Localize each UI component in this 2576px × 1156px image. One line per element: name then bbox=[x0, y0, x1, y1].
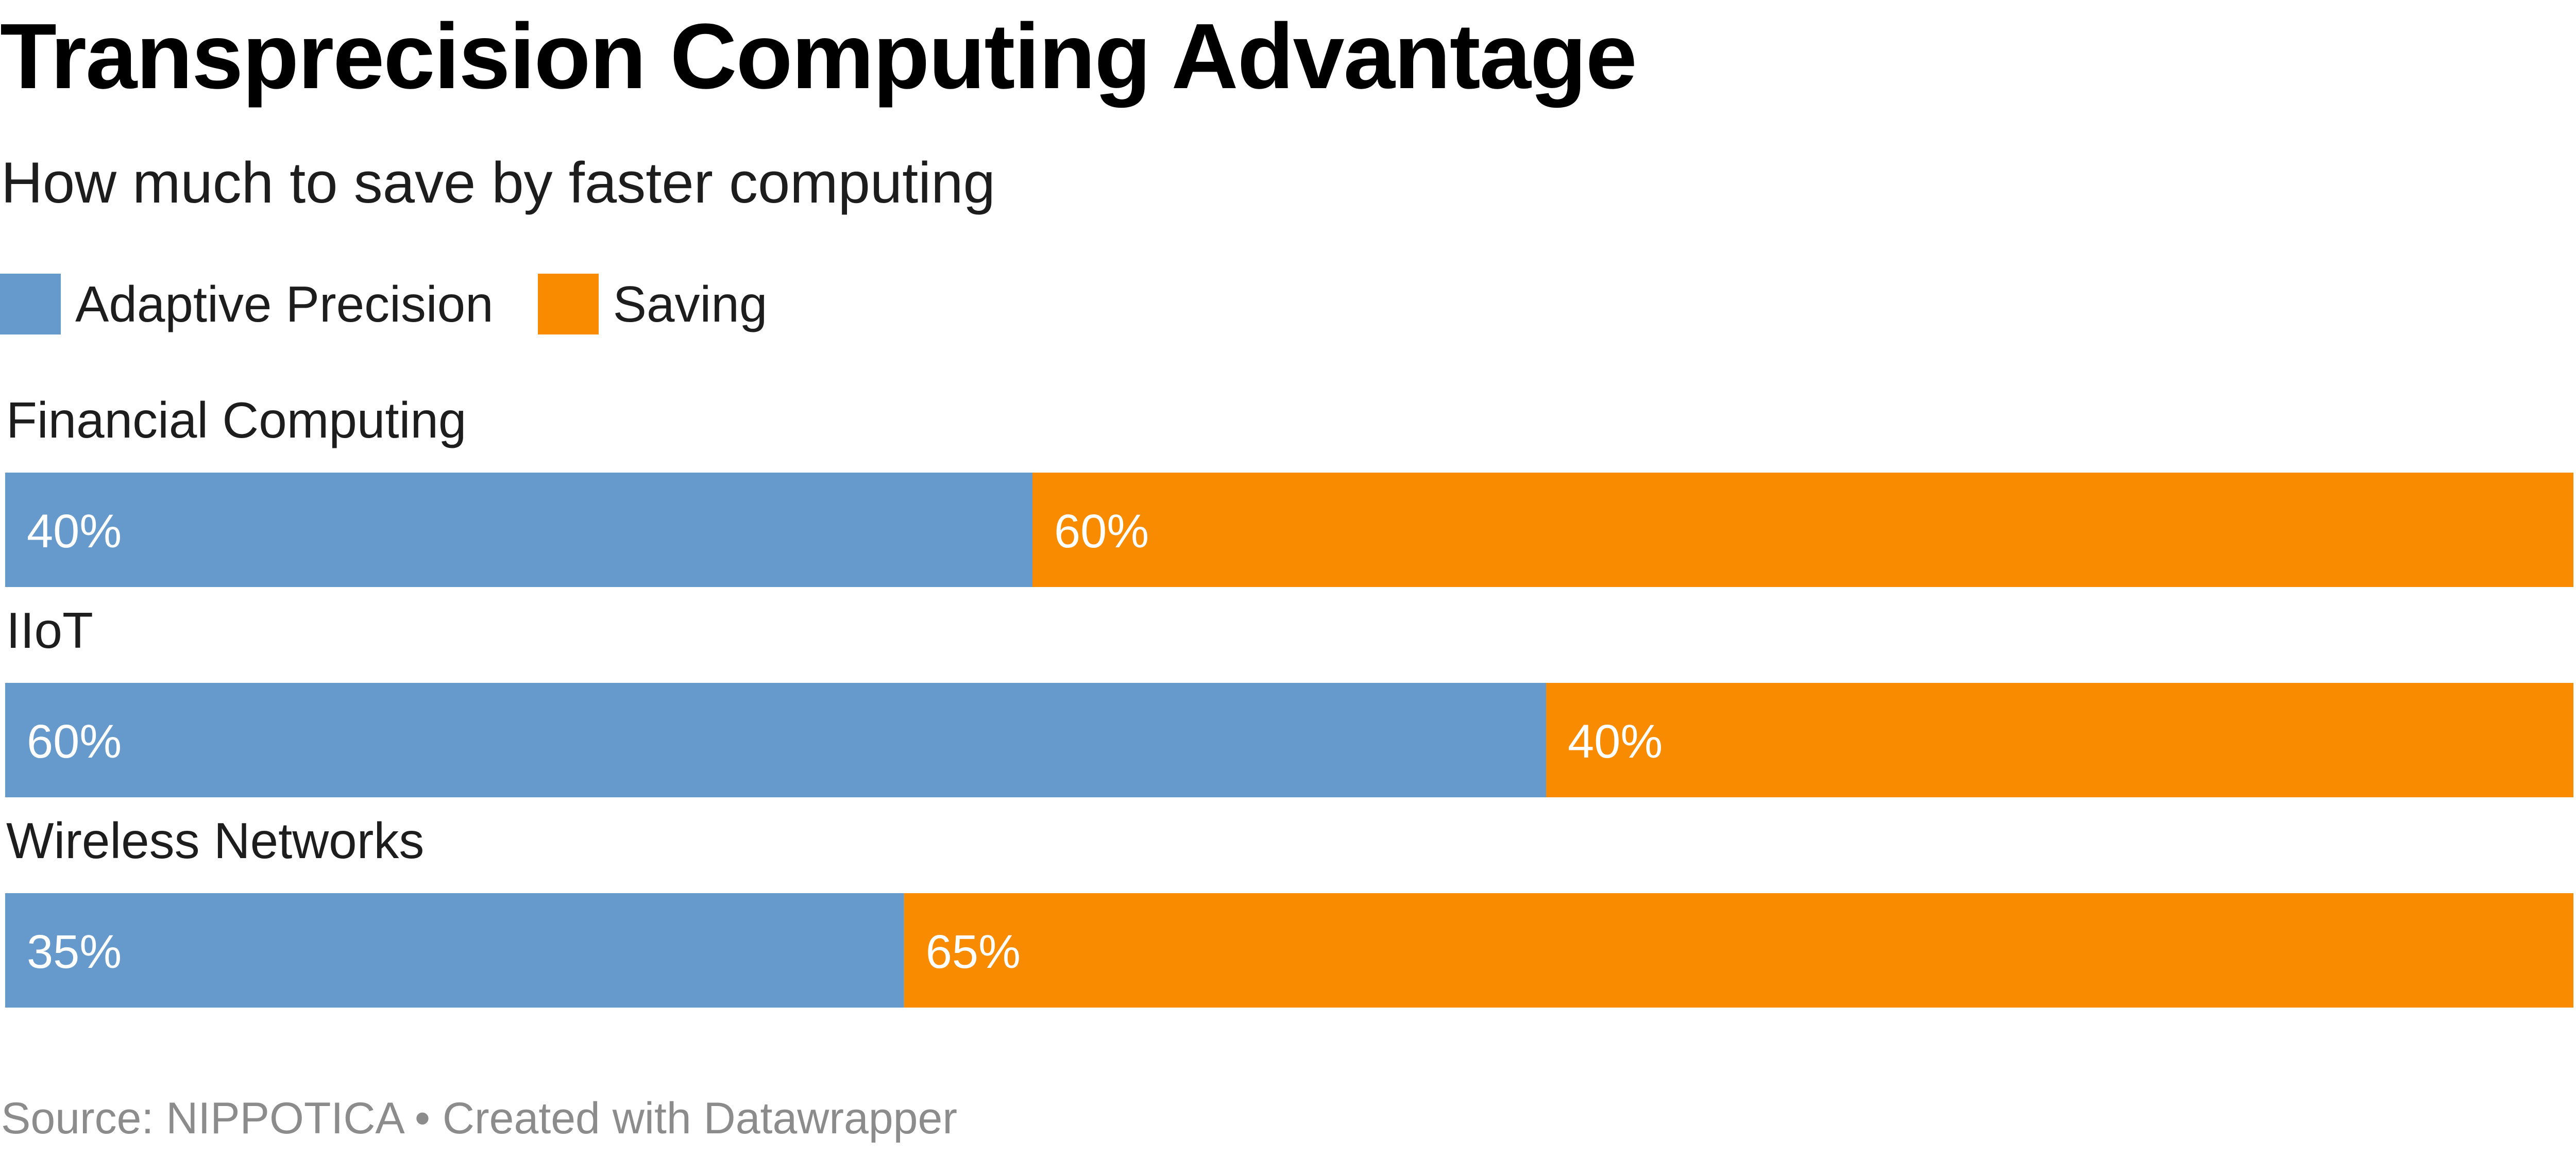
category-label-iiot: IIoT bbox=[6, 602, 93, 659]
data-label-financial-computing-adaptive-precision: 40% bbox=[27, 505, 122, 558]
legend-label-adaptive-precision: Adaptive Precision bbox=[75, 275, 494, 332]
legend-item-saving: Saving bbox=[537, 273, 768, 334]
data-label-iiot-saving: 40% bbox=[1568, 715, 1663, 768]
legend-item-adaptive-precision: Adaptive Precision bbox=[0, 273, 494, 334]
data-label-wireless-networks-adaptive-precision: 35% bbox=[27, 926, 122, 978]
data-label-iiot-adaptive-precision: 60% bbox=[27, 715, 122, 768]
legend-swatch-saving bbox=[537, 273, 599, 334]
legend-label-saving: Saving bbox=[613, 275, 768, 332]
category-label-wireless-networks: Wireless Networks bbox=[6, 812, 424, 869]
data-label-financial-computing-saving: 60% bbox=[1054, 505, 1149, 558]
bar-iiot-adaptive-precision bbox=[5, 683, 1546, 797]
chart-subtitle: How much to save by faster computing bbox=[1, 150, 995, 215]
data-label-wireless-networks-saving: 65% bbox=[926, 926, 1021, 978]
bar-financial-computing-adaptive-precision bbox=[5, 473, 1032, 587]
bar-wireless-networks-adaptive-precision bbox=[5, 893, 904, 1008]
category-label-financial-computing: Financial Computing bbox=[6, 392, 466, 448]
legend-swatch-adaptive-precision bbox=[0, 273, 61, 334]
bar-financial-computing-saving bbox=[1032, 473, 2573, 587]
source-note: Source: NIPPOTICA • Created with Datawra… bbox=[1, 1094, 957, 1143]
bar-wireless-networks-saving bbox=[904, 893, 2573, 1008]
bar-iiot-saving bbox=[1546, 683, 2573, 797]
chart-legend: Adaptive Precision Saving bbox=[0, 272, 811, 336]
chart-title: Transprecision Computing Advantage bbox=[0, 5, 1637, 108]
